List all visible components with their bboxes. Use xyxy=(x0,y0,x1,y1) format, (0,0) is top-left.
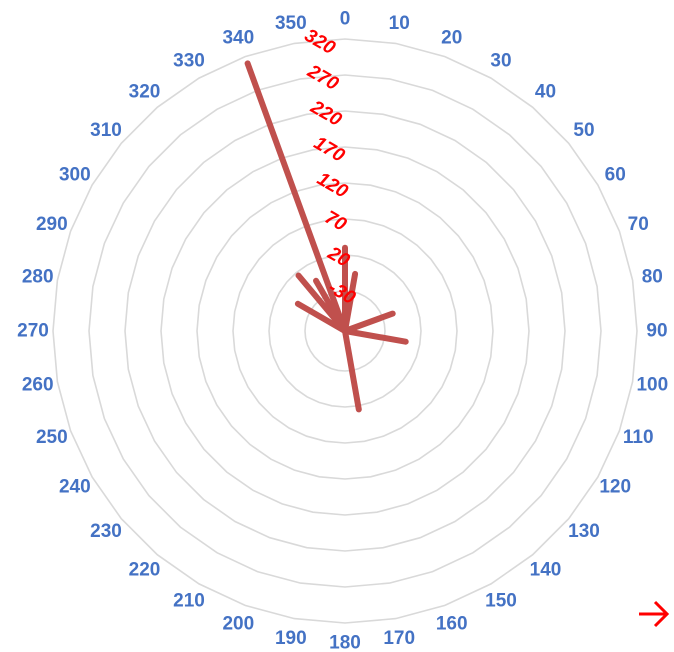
series-layer xyxy=(244,60,409,413)
grid xyxy=(52,38,638,624)
series-0-point-70 xyxy=(342,310,396,334)
gridline-ring-2 xyxy=(232,218,458,444)
angle-label-330: 330 xyxy=(173,50,205,71)
angle-label-250: 250 xyxy=(36,427,68,448)
series-0-point-100 xyxy=(342,328,409,345)
next-arrow-head xyxy=(653,600,670,628)
angle-label-220: 220 xyxy=(129,560,161,581)
gridline-ring-5 xyxy=(124,110,566,552)
angle-label-230: 230 xyxy=(90,521,122,542)
angle-label-40: 40 xyxy=(535,82,556,103)
radial-tick-label-5: 220 xyxy=(306,96,345,131)
angle-label-200: 200 xyxy=(222,614,254,635)
angle-label-190: 190 xyxy=(275,628,307,649)
gridline-ring-1 xyxy=(268,254,422,408)
series-0-point-300 xyxy=(294,300,348,334)
angle-label-140: 140 xyxy=(530,560,562,581)
angle-label-100: 100 xyxy=(636,375,668,396)
radial-tick-label-3: 120 xyxy=(313,169,351,203)
angle-labels: 0 10 20 30 40 50 60 70 80 90 100 110 120 130 140 150 160… xyxy=(17,9,668,652)
angle-label-180: 180 xyxy=(329,633,361,652)
angle-label-30: 30 xyxy=(490,50,511,71)
radial-tick-label-4: 170 xyxy=(310,133,348,167)
angle-label-310: 310 xyxy=(90,120,122,141)
angle-label-260: 260 xyxy=(22,375,54,396)
angle-label-270: 270 xyxy=(17,321,49,342)
angle-label-120: 120 xyxy=(599,477,631,498)
angle-label-170: 170 xyxy=(383,628,415,649)
angle-label-150: 150 xyxy=(485,591,517,612)
angle-label-280: 280 xyxy=(22,266,54,287)
series-0-point-340 xyxy=(244,60,348,334)
angle-label-320: 320 xyxy=(129,82,161,103)
gridline-ring-7 xyxy=(52,38,638,624)
angle-label-240: 240 xyxy=(59,477,91,498)
angle-label-160: 160 xyxy=(436,614,468,635)
angle-label-110: 110 xyxy=(623,427,654,448)
angle-label-0: 0 xyxy=(340,9,351,30)
radial-tick-label-6: 270 xyxy=(303,60,342,95)
angle-label-80: 80 xyxy=(642,266,663,287)
angle-label-300: 300 xyxy=(59,165,91,186)
series-0-point-170 xyxy=(342,328,362,413)
angle-label-210: 210 xyxy=(173,591,205,612)
angle-label-70: 70 xyxy=(628,214,649,235)
radial-tick-label-2: 70 xyxy=(321,207,350,236)
angle-label-10: 10 xyxy=(389,13,410,34)
next-arrow-icon[interactable] xyxy=(636,596,672,632)
gridline-ring-4 xyxy=(160,146,530,516)
angle-label-350: 350 xyxy=(275,13,307,34)
angle-label-60: 60 xyxy=(605,165,626,186)
angle-label-130: 130 xyxy=(568,521,600,542)
gridline-ring-3 xyxy=(196,182,494,480)
angle-label-50: 50 xyxy=(573,120,594,141)
angle-label-290: 290 xyxy=(36,214,68,235)
angle-label-20: 20 xyxy=(441,27,462,48)
radial-tick-label-1: 20 xyxy=(323,242,353,271)
angle-label-340: 340 xyxy=(222,27,254,48)
angle-label-90: 90 xyxy=(646,321,667,342)
series-0-point-10 xyxy=(342,270,359,334)
series-0-point-320 xyxy=(295,272,348,334)
gridline-ring-6 xyxy=(88,74,602,588)
